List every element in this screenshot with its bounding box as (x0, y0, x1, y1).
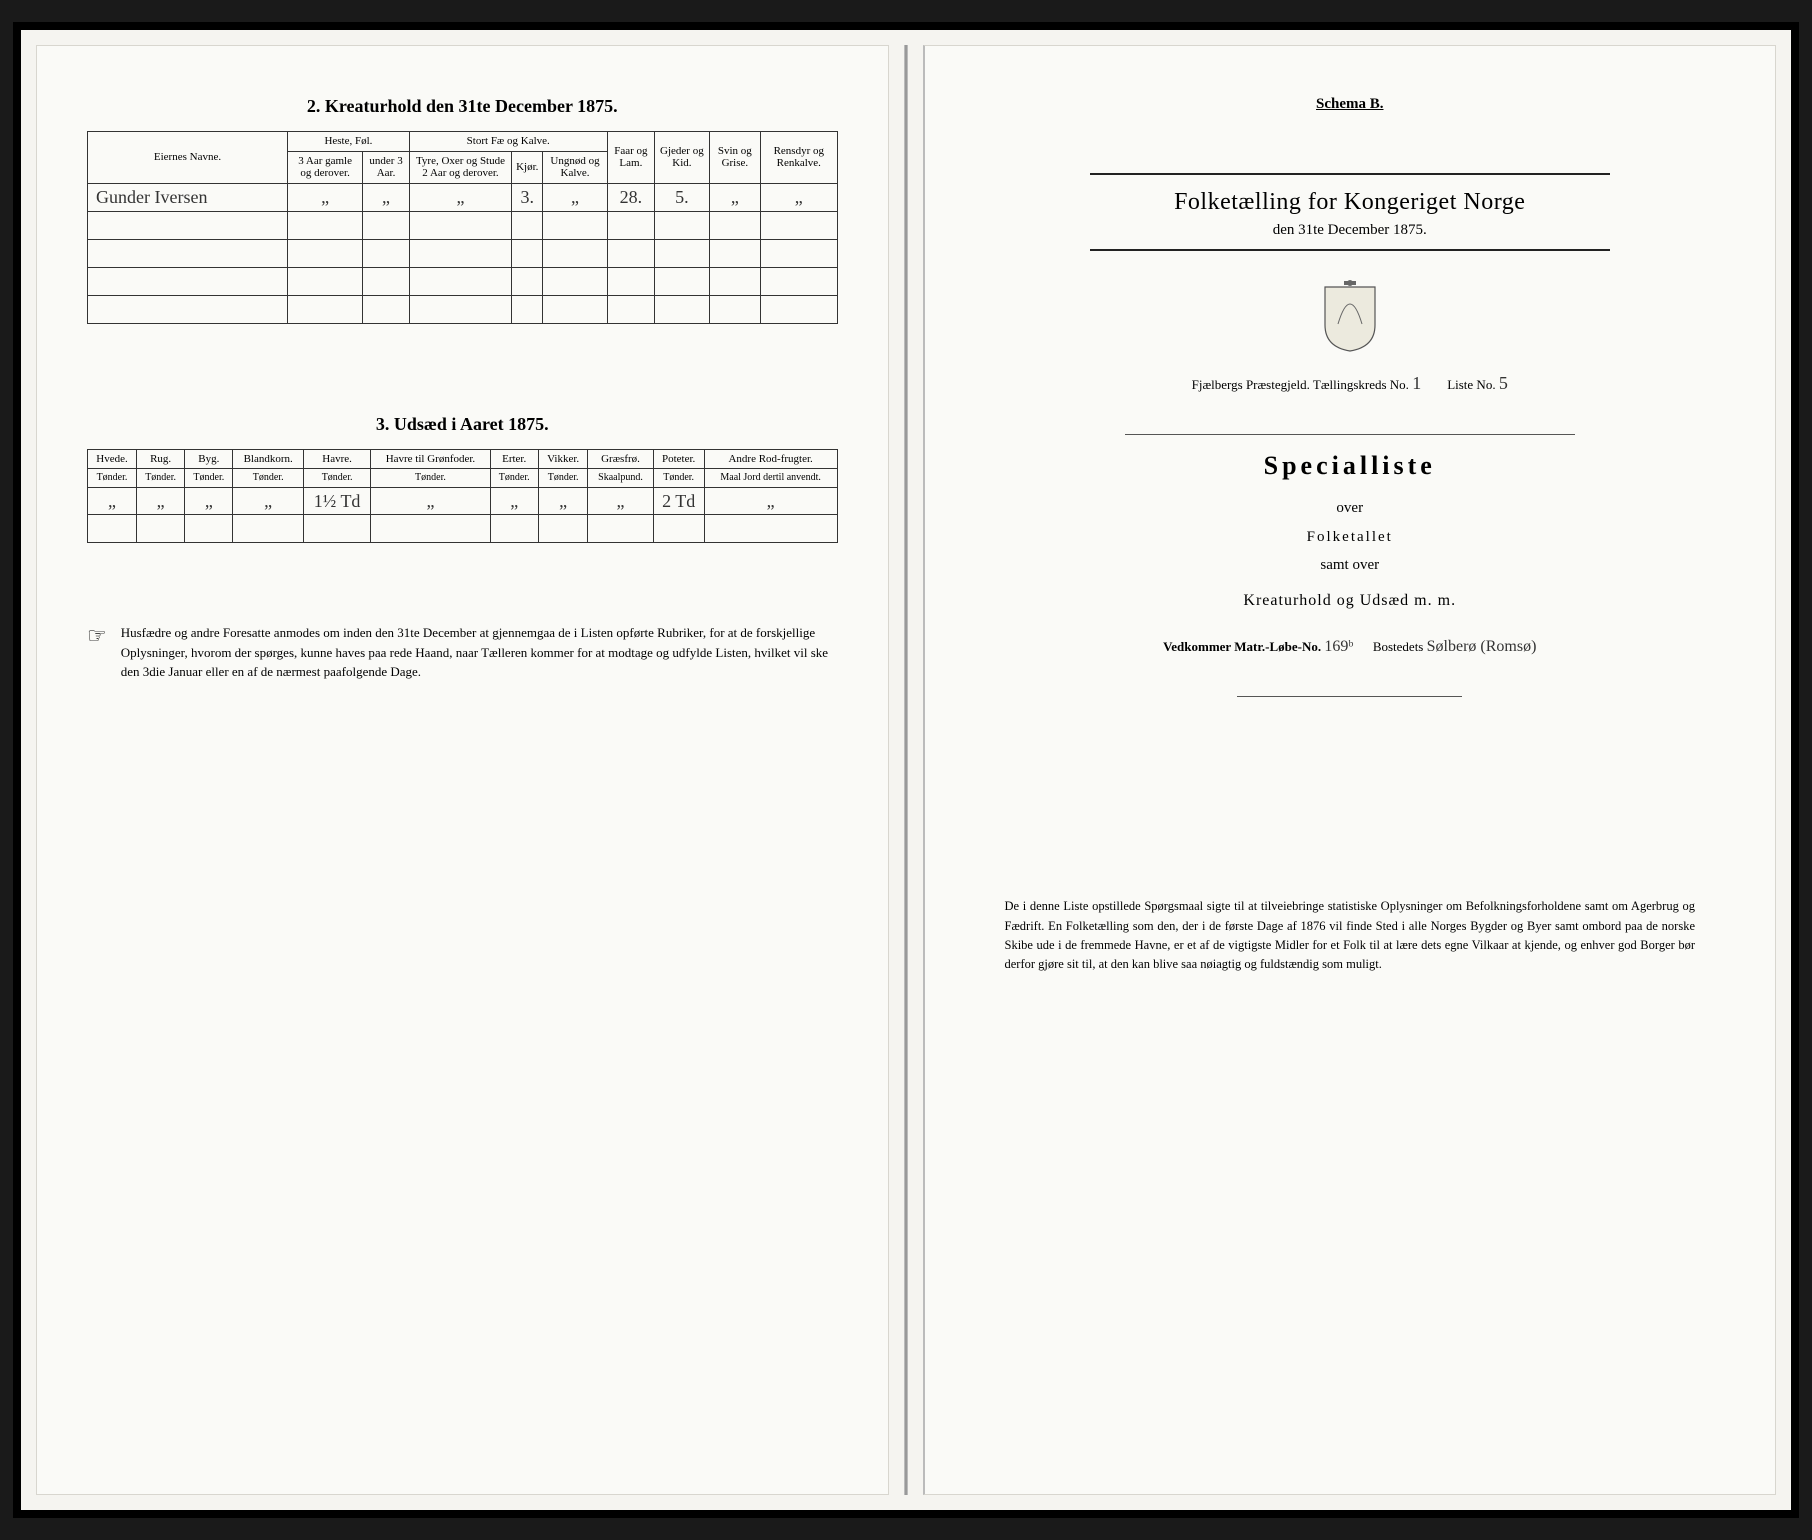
bottom-note: De i denne Liste opstillede Spørgsmaal s… (1005, 897, 1696, 975)
th-stor-b: Kjør. (512, 151, 543, 183)
th-crop: Havre til Grønfoder. (371, 449, 490, 469)
th-unit: Tønder. (233, 469, 303, 488)
cell: „ (185, 487, 233, 515)
th-rens: Rensdyr og Renkalve. (761, 132, 837, 184)
cell: „ (538, 487, 588, 515)
cell: „ (363, 183, 410, 211)
schema-label: Schema B. (975, 96, 1726, 113)
table-row (88, 211, 838, 239)
section2-title: 2. Kreaturhold den 31te December 1875. (87, 96, 838, 117)
parish-line: Fjælbergs Præstegjeld. Tællingskreds No.… (975, 373, 1726, 394)
cell: „ (137, 487, 185, 515)
th-gjeder: Gjeder og Kid. (655, 132, 709, 184)
cell: 2 Td (653, 487, 704, 515)
th-crop: Rug. (137, 449, 185, 469)
th-faar: Faar og Lam. (607, 132, 655, 184)
scanned-spread: 2. Kreaturhold den 31te December 1875. E… (21, 30, 1791, 1510)
vedkommer-line: Vedkommer Matr.-Løbe-No. 169ᵇ Bostedets … (975, 638, 1726, 656)
special-kreatur: Kreaturhold og Udsæd m. m. (975, 586, 1726, 616)
cell: 3. (512, 183, 543, 211)
th-unit: Tønder. (185, 469, 233, 488)
th-unit: Skaalpund. (588, 469, 653, 488)
kreaturhold-table: Eiernes Navne. Heste, Føl. Stort Fæ og K… (87, 131, 838, 324)
title-box: Folketælling for Kongeriget Norge den 31… (1090, 173, 1610, 251)
liste-label: Liste No. (1447, 377, 1495, 392)
special-samt: samt over (1320, 557, 1379, 573)
vedk-label: Vedkommer Matr.-Løbe-No. (1163, 639, 1321, 654)
table-row (88, 295, 838, 323)
th-owner: Eiernes Navne. (88, 132, 288, 184)
th-unit: Tønder. (490, 469, 538, 488)
th-crop: Poteter. (653, 449, 704, 469)
cell: „ (371, 487, 490, 515)
bosted-label: Bostedets (1373, 639, 1424, 654)
th-unit: Tønder. (538, 469, 588, 488)
th-crop: Erter. (490, 449, 538, 469)
th-crop: Havre. (303, 449, 370, 469)
kreds-no: 1 (1412, 373, 1421, 393)
th-crop: Vikker. (538, 449, 588, 469)
th-crop: Andre Rod-frugter. (704, 449, 837, 469)
th-unit: Tønder. (371, 469, 490, 488)
th-heste-group: Heste, Føl. (288, 132, 410, 152)
th-unit: Tønder. (88, 469, 137, 488)
page-gutter (904, 45, 908, 1495)
cell: „ (761, 183, 837, 211)
specialliste-heading: Specialliste (975, 441, 1726, 490)
th-crop: Blandkorn. (233, 449, 303, 469)
divider (1237, 696, 1462, 697)
th-crop: Byg. (185, 449, 233, 469)
cell: „ (233, 487, 303, 515)
cell: „ (88, 487, 137, 515)
table-row (88, 267, 838, 295)
vedk-no: 169ᵇ (1324, 638, 1353, 655)
cell: 5. (655, 183, 709, 211)
udsaed-table: Hvede.Rug.Byg.Blandkorn.Havre.Havre til … (87, 449, 838, 544)
section3-title: 3. Udsæd i Aaret 1875. (87, 414, 838, 435)
divider (1125, 434, 1575, 435)
bosted-val: Sølberø (Romsø) (1427, 638, 1537, 655)
cell: 1½ Td (303, 487, 370, 515)
th-heste-a: 3 Aar gamle og derover. (288, 151, 363, 183)
th-unit: Tønder. (137, 469, 185, 488)
th-stor-a: Tyre, Oxer og Stude 2 Aar og derover. (409, 151, 511, 183)
coat-of-arms-icon (1320, 279, 1380, 353)
liste-no: 5 (1499, 373, 1508, 393)
cell: „ (709, 183, 760, 211)
census-title: Folketælling for Kongeriget Norge (1090, 189, 1610, 216)
cell: „ (704, 487, 837, 515)
table-row (88, 515, 838, 543)
cell: „ (288, 183, 363, 211)
th-crop: Hvede. (88, 449, 137, 469)
cell: 28. (607, 183, 655, 211)
th-unit: Tønder. (303, 469, 370, 488)
th-unit: Tønder. (653, 469, 704, 488)
th-crop: Græsfrø. (588, 449, 653, 469)
cell: „ (543, 183, 607, 211)
right-page: Schema B. Folketælling for Kongeriget No… (923, 45, 1777, 1495)
census-date: den 31te December 1875. (1090, 222, 1610, 239)
table-row (88, 239, 838, 267)
th-unit: Maal Jord dertil anvendt. (704, 469, 837, 488)
note-text: Husfædre og andre Foresatte anmodes om i… (121, 623, 838, 682)
special-folketallet: Folketallet (1307, 529, 1393, 545)
cell: „ (409, 183, 511, 211)
special-over: over (1336, 500, 1363, 516)
table-row: „„„„1½ Td„„„„2 Td„ (88, 487, 838, 515)
table-row: Gunder Iversen „ „ „ 3. „ 28. 5. „ „ (88, 183, 838, 211)
specialliste-block: Specialliste over Folketallet samt over … (975, 441, 1726, 616)
cell: „ (490, 487, 538, 515)
th-svin: Svin og Grise. (709, 132, 760, 184)
instruction-note: ☞ Husfædre og andre Foresatte anmodes om… (87, 623, 838, 682)
cell: „ (588, 487, 653, 515)
th-stor-c: Ungnød og Kalve. (543, 151, 607, 183)
th-heste-b: under 3 Aar. (363, 151, 410, 183)
th-storfae-group: Stort Fæ og Kalve. (409, 132, 607, 152)
left-page: 2. Kreaturhold den 31te December 1875. E… (36, 45, 889, 1495)
pointer-icon: ☞ (87, 625, 107, 682)
parish-prefix: Fjælbergs Præstegjeld. Tællingskreds No. (1192, 377, 1409, 392)
owner-cell: Gunder Iversen (88, 183, 288, 211)
